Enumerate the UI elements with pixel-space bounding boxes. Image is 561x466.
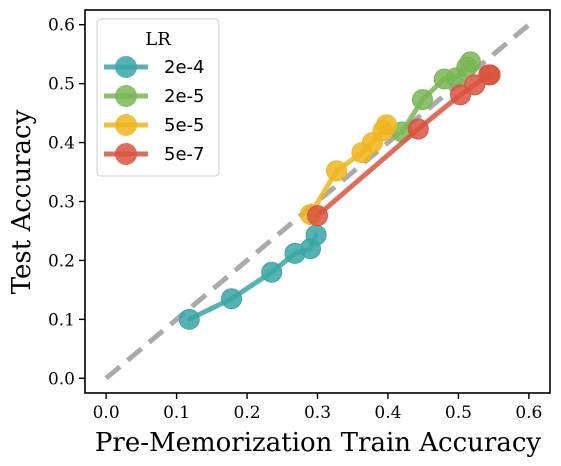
legend-swatch-marker [115,56,137,78]
series-layer [178,51,501,330]
x-tick-label: 0.4 [374,403,401,423]
data-point [459,51,481,73]
data-point [407,118,429,140]
legend-entry-5e-5: 5e-5 [104,114,204,136]
data-point [479,64,501,86]
y-tick-label: 0.2 [48,251,75,271]
x-tick-label: 0.5 [445,403,472,423]
legend-swatch-marker [115,114,137,136]
data-point [326,160,348,182]
x-tick-label: 0.6 [515,403,542,423]
series-5e-5 [299,114,398,225]
series-5e-7 [307,64,501,227]
legend: LR 2e-4 2e-5 5e-5 5e-7 [96,18,220,177]
legend-swatch-marker [115,143,137,165]
y-tick-label: 0.1 [48,310,75,330]
data-point [221,288,243,310]
x-tick-label: 0.2 [234,403,261,423]
legend-entry-2e-4: 2e-4 [104,56,204,78]
x-tick-label: 0.0 [93,403,120,423]
y-tick-label: 0.6 [48,16,75,36]
x-tick-label: 0.3 [304,403,331,423]
x-axis-label: Pre-Memorization Train Accuracy [95,428,542,458]
x-axis: 0.0 0.1 0.2 0.3 0.4 0.5 0.6 [93,393,542,423]
legend-label: 5e-5 [164,115,204,136]
y-tick-label: 0.3 [48,193,75,213]
legend-swatch-marker [115,85,137,107]
legend-entry-2e-5: 2e-5 [104,85,204,107]
legend-label: 2e-5 [164,86,204,107]
x-tick-label: 0.1 [163,403,190,423]
data-point [307,205,328,227]
legend-title: LR [145,29,171,50]
series-2e-4 [178,224,327,330]
y-axis: 0.0 0.1 0.2 0.3 0.4 0.5 0.6 [48,16,85,389]
y-tick-label: 0.0 [48,369,75,389]
data-point [305,224,327,246]
data-point [411,89,433,111]
legend-entry-5e-7: 5e-7 [104,143,204,165]
data-point [261,261,283,283]
legend-label: 5e-7 [164,144,204,165]
data-point [178,308,200,330]
y-tick-label: 0.4 [48,134,75,154]
y-tick-label: 0.5 [48,75,75,95]
legend-label: 2e-4 [164,57,204,78]
data-point [376,114,398,136]
y-axis-label: Test Accuracy [7,109,37,294]
